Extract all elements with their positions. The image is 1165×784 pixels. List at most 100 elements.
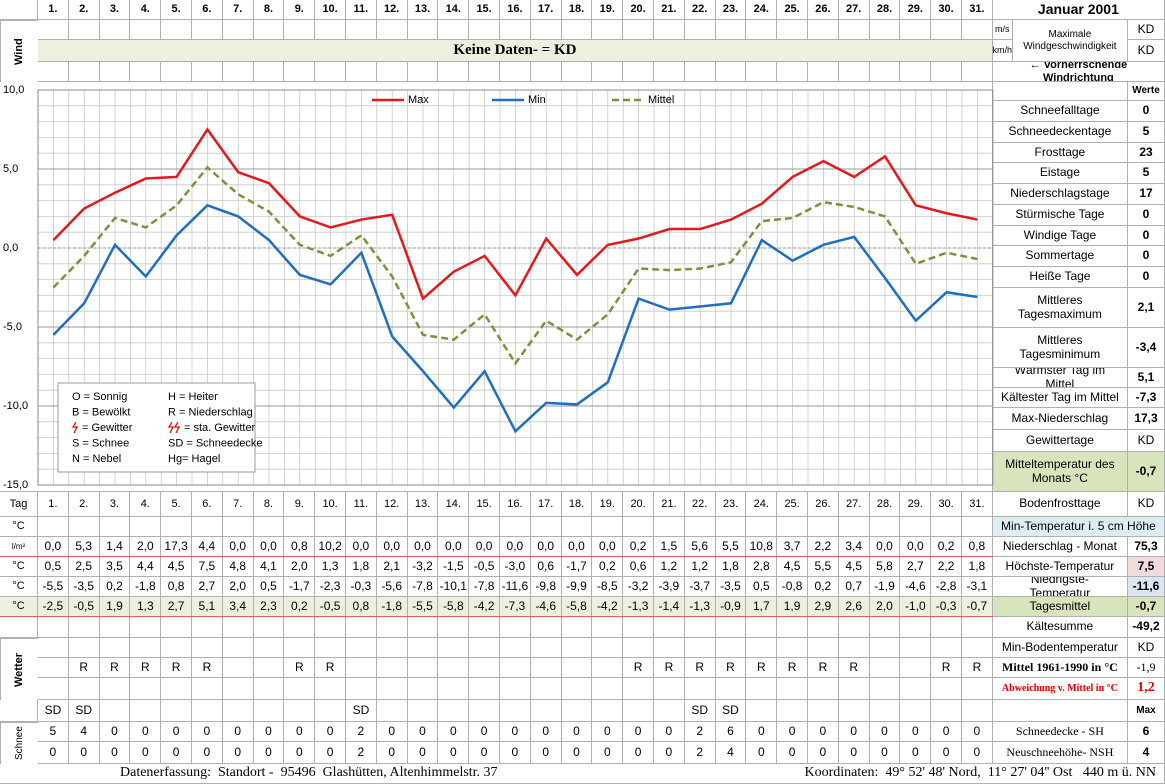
blank-cell — [962, 678, 993, 700]
max-cell: 7,5 — [192, 557, 223, 577]
day-header: 23. — [715, 0, 747, 20]
weather-cell: R — [161, 658, 192, 678]
weather-cell — [500, 658, 531, 678]
blank-cell — [253, 617, 285, 638]
blank-cell — [746, 517, 778, 537]
stat-label: Frosttage — [992, 143, 1128, 163]
snow-depth-cell: 0 — [900, 722, 932, 742]
key-item: H = Heiter — [168, 391, 218, 403]
day-header: 28. — [869, 492, 901, 517]
stat-label: Bodenfrosttage — [992, 492, 1128, 517]
y-tick-label: 10,0 — [3, 84, 24, 96]
max-cell: 2,1 — [376, 557, 408, 577]
max-cell: -0,5 — [469, 557, 500, 577]
snow-cover-cell — [808, 700, 839, 722]
wind-cell — [684, 20, 716, 40]
snow-cover-cell — [561, 700, 593, 722]
day-header: 12. — [376, 492, 408, 517]
min-cell: 0,2 — [99, 577, 131, 597]
day-header: 27. — [838, 492, 870, 517]
new-snow-cell: 0 — [315, 742, 346, 764]
blank-cell — [438, 638, 470, 658]
blank-cell — [777, 617, 808, 638]
new-snow-cell: 0 — [623, 742, 654, 764]
weather-cell: R — [746, 658, 778, 678]
new-snow-cell: 0 — [500, 742, 531, 764]
day-header: 28. — [869, 0, 901, 20]
blank-cell — [284, 517, 316, 537]
blank-cell — [346, 617, 377, 638]
day-header: 6. — [192, 0, 223, 20]
blank-cell — [253, 678, 285, 700]
blank-cell — [561, 517, 593, 537]
blank-cell — [346, 638, 377, 658]
wind-cell — [777, 62, 808, 82]
weather-cell — [222, 658, 254, 678]
legend-label: Max — [408, 94, 429, 106]
series-line — [52, 165, 978, 366]
legend-label: Mittel — [648, 94, 674, 106]
blank-cell — [746, 638, 778, 658]
series-line — [52, 203, 978, 434]
min-cell: 0,7 — [838, 577, 870, 597]
blank-cell — [438, 617, 470, 638]
blank-cell — [469, 638, 500, 658]
wind-cell — [715, 62, 747, 82]
day-label: Tag — [0, 492, 38, 517]
snow-cover-cell — [746, 700, 778, 722]
new-snow-cell: 0 — [161, 742, 192, 764]
key-item: = Gewitter — [82, 422, 133, 434]
blank-cell — [161, 638, 192, 658]
snow-cover-cell — [222, 700, 254, 722]
wind-cell — [900, 20, 932, 40]
snow-cover-cell: SD — [715, 700, 747, 722]
blank-cell — [99, 617, 131, 638]
min-cell: 2,0 — [222, 577, 254, 597]
min-cell: -0,8 — [777, 577, 808, 597]
new-snow-cell: 0 — [654, 742, 685, 764]
y-tick-label: -10,0 — [3, 400, 28, 412]
blank-cell — [500, 678, 531, 700]
day-header: 11. — [346, 0, 377, 20]
weather-cell — [592, 658, 624, 678]
max-cell: 0,2 — [592, 557, 624, 577]
snow-cover-cell — [962, 700, 993, 722]
wind-cell — [284, 62, 316, 82]
wind-cell — [869, 62, 901, 82]
footer-text: Datenerfassung: Standort - 95496 Glashüt… — [120, 765, 498, 781]
legend-label: Min — [528, 94, 546, 106]
wind-cell — [808, 20, 839, 40]
day-header: 14. — [438, 492, 470, 517]
mean-cell: -2,5 — [38, 597, 69, 617]
snow-depth-cell: 0 — [192, 722, 223, 742]
snow-cover-cell — [931, 700, 962, 722]
blank-cell — [68, 638, 100, 658]
y-tick-label: -5,0 — [3, 321, 22, 333]
snow-cover-cell — [777, 700, 808, 722]
snow-depth-cell: 0 — [438, 722, 470, 742]
weather-cell — [469, 658, 500, 678]
mean-cell: 0,2 — [284, 597, 316, 617]
blank-cell — [623, 678, 654, 700]
wind-cell — [623, 20, 654, 40]
blank-cell — [376, 638, 408, 658]
plot-frame — [37, 89, 994, 486]
wind-cell — [407, 20, 439, 40]
blank-cell — [530, 617, 562, 638]
stat-label: Mittel 1961-1990 in °C — [992, 658, 1128, 678]
key-item: Hg= Hagel — [168, 453, 220, 465]
wind-cell — [99, 20, 131, 40]
y-tick-label: 5,0 — [3, 163, 18, 175]
new-snow-cell: 0 — [222, 742, 254, 764]
stat-label — [992, 82, 1128, 101]
blank-cell — [346, 517, 377, 537]
new-snow-cell: 0 — [68, 742, 100, 764]
blank-cell — [962, 617, 993, 638]
day-header: 18. — [561, 0, 593, 20]
blank-cell — [315, 678, 346, 700]
stat-label: Niederschlagstage — [992, 184, 1128, 205]
day-header: 16. — [500, 492, 531, 517]
stat-label: Gewittertage — [992, 430, 1128, 452]
day-header: 2. — [68, 492, 100, 517]
snow-depth-cell: 2 — [684, 722, 716, 742]
